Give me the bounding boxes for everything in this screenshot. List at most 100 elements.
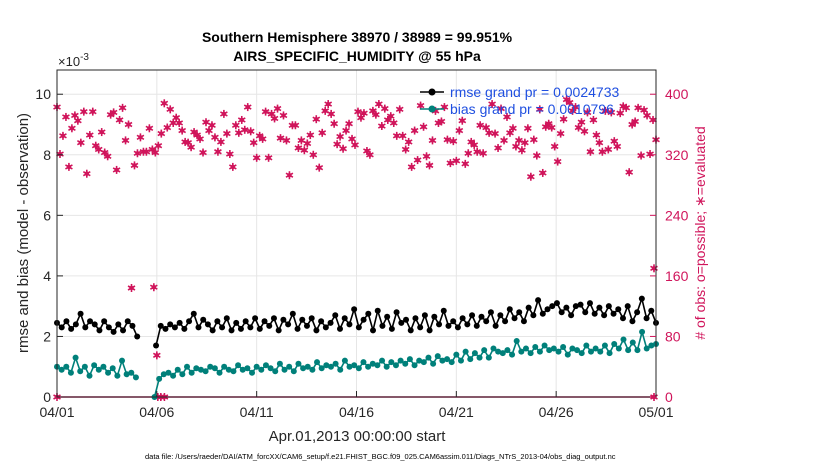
legend-bias-swatch-marker [428,105,436,113]
rmse-point [577,301,584,308]
bias-point [615,345,622,352]
bias-point [119,357,126,364]
right-y-tick-label: 80 [665,328,681,344]
bias-point [323,362,330,369]
rmse-point [195,324,202,331]
evaluated-obs-marker [512,142,520,151]
rmse-point [167,321,174,328]
evaluated-obs-marker [535,105,544,114]
rmse-point [535,297,542,304]
evaluated-obs-marker [509,124,517,133]
evaluated-obs-marker [518,146,526,155]
rmse-point [511,315,518,322]
evaluated-obs-marker [297,136,306,145]
evaluated-obs-marker [360,109,368,118]
evaluated-obs-marker [324,100,333,109]
exponent-power: -3 [80,52,89,63]
evaluated-obs-marker [395,105,404,114]
evaluated-obs-marker [145,124,154,133]
x-axis-label: Apr.01,2013 00:00:00 start [269,428,447,445]
evaluated-obs-marker [333,140,342,149]
bias-point [281,366,288,373]
bias-point [444,356,451,363]
bias-point [592,345,599,352]
evaluated-obs-marker [488,100,496,109]
evaluated-obs-marker [103,152,112,161]
bias-point [402,360,409,367]
evaluated-obs-marker [404,137,413,146]
rmse-point [219,324,226,331]
rmse-point [370,327,377,334]
rmse-point [502,318,509,325]
evaluated-obs-marker [440,103,449,112]
bias-point [327,363,334,370]
rmse-point [648,307,655,314]
evaluated-obs-marker [166,105,175,114]
evaluated-obs-marker [228,162,237,171]
evaluated-obs-marker [529,135,538,144]
rmse-point [280,316,287,323]
bias-point [611,341,618,348]
x-tick-label: 04/16 [339,404,374,420]
evaluated-obs-marker [234,128,243,137]
bias-point [620,336,627,343]
evaluated-obs-marker [142,147,151,156]
evaluated-obs-marker [261,107,270,116]
rmse-point [91,321,98,328]
bias-point [179,371,186,378]
bias-point [67,369,74,376]
bias-point [578,350,585,357]
rmse-point [105,324,112,331]
evaluated-obs-marker [497,104,505,113]
evaluated-obs-marker [330,119,339,128]
x-tick-label: 04/11 [240,404,274,420]
evaluated-obs-marker [538,168,547,177]
evaluated-obs-marker [124,120,133,129]
bias-point [109,365,116,372]
left-y-axis-label: rmse and bias (model - observation) [15,113,32,353]
rmse-point [228,327,235,334]
bias-point [522,345,529,352]
rmse-point [539,310,546,317]
evaluated-obs-marker [446,159,455,168]
bias-point [351,362,358,369]
rmse-point [115,321,122,328]
evaluated-obs-marker [348,134,356,143]
evaluated-obs-marker [97,128,106,137]
exponent-label: ×10-3 [58,52,89,69]
evaluated-obs-marker [544,119,553,128]
rmse-point [110,328,117,335]
evaluated-obs-marker [294,143,303,152]
rmse-point [134,333,141,340]
evaluated-obs-marker [526,172,535,181]
rmse-point [407,327,414,334]
evaluated-obs-marker [458,116,467,125]
evaluated-obs-marker [520,138,529,147]
bias-point [114,372,121,379]
bias-point [509,351,516,358]
rmse-point [214,318,221,325]
evaluated-obs-marker [601,106,610,115]
bias-point [587,348,594,355]
evaluated-obs-marker [187,143,195,152]
bias-point [193,365,200,372]
footer-data-file: data file: /Users/raeder/DAI/ATM_forcXX/… [145,452,616,461]
bias-point [258,366,265,373]
evaluated-obs-marker [76,138,85,147]
evaluated-obs-marker [631,117,640,126]
evaluated-obs-marker [622,103,631,112]
rmse-point [63,318,70,325]
evaluated-obs-marker [258,134,267,143]
evaluated-obs-marker [327,109,336,118]
evaluated-obs-marker [547,123,556,132]
rmse-point [549,303,556,310]
rmse-point [454,324,461,331]
right-y-axis: 0 80 160 240 320 400 [650,86,689,405]
left-y-tick-label: 0 [43,389,51,405]
rmse-point [77,310,84,317]
legend-rmse-label: rmse grand pr = 0.0024733 [450,84,619,100]
evaluated-obs-marker [428,136,437,145]
bias-point [77,368,84,375]
evaluated-obs-marker [550,142,559,151]
bias-point [160,371,167,378]
